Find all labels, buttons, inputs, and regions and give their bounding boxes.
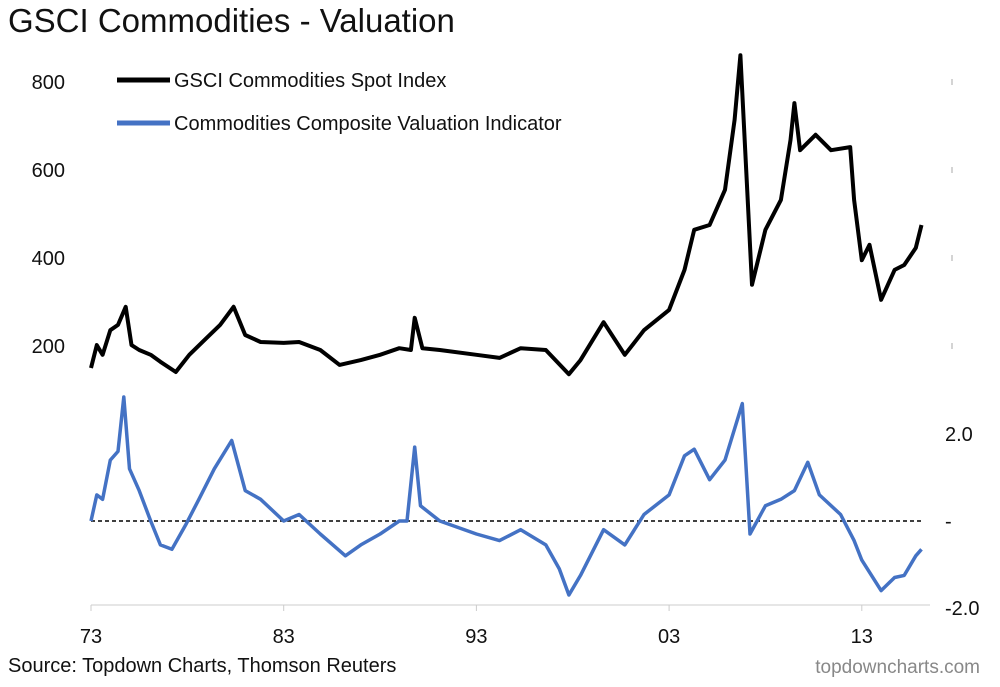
- left-tick-label: 200: [32, 336, 65, 358]
- valuation-indicator-line: [89, 395, 923, 597]
- right-tick-label: 2.0: [945, 424, 973, 446]
- left-tick-label: 600: [32, 160, 65, 182]
- right-tick-label: -2.0: [945, 598, 979, 620]
- x-tick-label: 13: [851, 626, 873, 648]
- legend-label: Commodities Composite Valuation Indicato…: [174, 113, 562, 135]
- chart-title: GSCI Commodities - Valuation: [8, 2, 455, 39]
- watermark: topdowncharts.com: [815, 657, 980, 678]
- right-tick-label: -: [945, 511, 952, 533]
- left-tick-label: 400: [32, 248, 65, 270]
- x-tick-label: 93: [465, 626, 487, 648]
- legend-label: GSCI Commodities Spot Index: [174, 70, 446, 92]
- x-tick-label: 83: [273, 626, 295, 648]
- gsci-spot-index-line: [89, 53, 924, 377]
- x-tick-label: 73: [80, 626, 102, 648]
- source-note: Source: Topdown Charts, Thomson Reuters: [8, 655, 397, 677]
- left-tick-label: 800: [32, 72, 65, 94]
- x-tick-label: 03: [658, 626, 680, 648]
